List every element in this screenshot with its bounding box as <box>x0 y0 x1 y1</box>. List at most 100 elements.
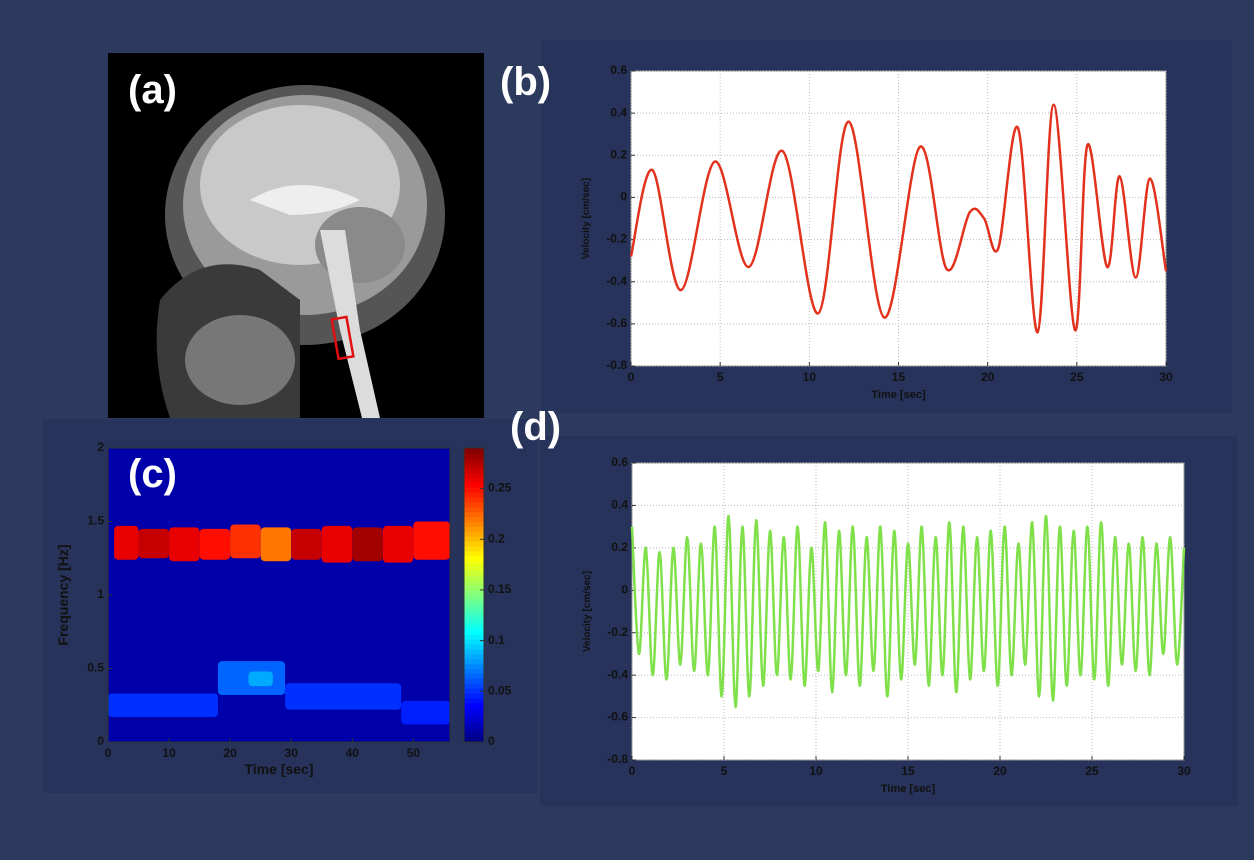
y-tick-label: -0.8 <box>606 358 627 372</box>
x-tick-label: 0 <box>629 764 636 778</box>
heat-cell <box>260 527 292 562</box>
heat-cell <box>401 700 450 725</box>
colorbar-strip <box>464 737 484 743</box>
colorbar-tick-label: 0.2 <box>488 531 505 545</box>
x-tick-label: 5 <box>717 370 724 384</box>
colorbar-strip <box>464 526 484 532</box>
colorbar-strip <box>464 697 484 704</box>
heat-cell <box>230 524 261 559</box>
line <box>629 103 1168 334</box>
colorbar-tick-label: 0.15 <box>488 582 512 596</box>
heat-cell <box>291 528 322 560</box>
x-tick-label: 0 <box>628 370 635 384</box>
x-axis-label: Time [sec] <box>871 389 926 401</box>
colorbar-strip <box>464 663 484 669</box>
y-tick-label: -0.4 <box>607 667 628 681</box>
colorbar-tick-label: 0.05 <box>488 683 512 697</box>
colorbar-strip <box>464 580 484 586</box>
x-tick-label: 30 <box>1159 370 1173 384</box>
y-tick-label: 1.5 <box>87 514 104 528</box>
y-tick-label: -0.8 <box>607 752 628 766</box>
heat-cell <box>114 525 139 560</box>
colorbar-strip <box>464 673 484 679</box>
colorbar-strip <box>464 653 484 660</box>
y-tick-label: 0.6 <box>610 63 627 77</box>
colorbar-strip <box>464 619 484 625</box>
colorbar-strip <box>464 688 484 694</box>
y-tick-label: 0 <box>97 734 104 748</box>
heat-cell <box>413 521 450 560</box>
colorbar-strip <box>464 717 484 723</box>
y-tick-label: -0.2 <box>607 625 628 639</box>
colorbar-strip <box>464 609 484 616</box>
heat-cell <box>199 528 231 560</box>
colorbar-strip <box>464 702 484 709</box>
colorbar-tick-label: 0.1 <box>488 633 505 647</box>
x-tick-label: 30 <box>285 746 299 760</box>
colorbar-strip <box>464 506 484 513</box>
colorbar-strip <box>464 575 484 581</box>
colorbar-strip <box>464 599 484 606</box>
colorbar-strip <box>464 722 484 728</box>
heat-cell <box>248 671 273 687</box>
x-tick-label: 20 <box>981 370 995 384</box>
colorbar-strip <box>464 585 484 591</box>
heat-cell <box>108 693 218 718</box>
colorbar-strip <box>464 678 484 684</box>
colorbar-tick-label: 0 <box>488 734 495 748</box>
y-tick-label: 2 <box>97 440 104 454</box>
colorbar-strip <box>464 634 484 640</box>
colorbar-strip <box>464 462 484 469</box>
colorbar-strip <box>464 595 484 601</box>
y-tick-label: 0.2 <box>611 540 628 554</box>
colorbar-strip <box>464 516 484 522</box>
x-tick-label: 10 <box>803 370 817 384</box>
x-tick-label: 20 <box>993 764 1007 778</box>
panel-label: (a) <box>128 68 177 112</box>
x-axis-label: Time [sec] <box>881 783 936 795</box>
colorbar-strip <box>464 472 484 478</box>
panel-label: (b) <box>500 60 551 104</box>
colorbar-strip <box>464 629 484 635</box>
colorbar-strip <box>464 555 484 562</box>
colorbar-strip <box>464 487 484 493</box>
colorbar-strip <box>464 536 484 542</box>
colorbar-strip <box>464 658 484 665</box>
colorbar-strip <box>464 457 484 464</box>
colorbar-strip <box>464 448 484 454</box>
x-tick-label: 40 <box>346 746 360 760</box>
y-tick-label: 0 <box>620 190 627 204</box>
heat-cell <box>321 525 353 563</box>
x-tick-label: 10 <box>162 746 176 760</box>
colorbar-strip <box>464 531 484 537</box>
colorbar-strip <box>464 639 484 645</box>
colorbar-strip <box>464 482 484 488</box>
y-tick-label: 0 <box>621 582 628 596</box>
panel-label: (d) <box>510 405 561 449</box>
line <box>630 514 1186 709</box>
x-tick-label: 25 <box>1085 764 1099 778</box>
heat-cell <box>285 683 402 710</box>
colorbar-strip <box>464 565 484 571</box>
y-tick-label: 0.6 <box>611 455 628 469</box>
panel-label: (c) <box>128 452 177 496</box>
y-tick-label: 1 <box>97 587 104 601</box>
x-axis-label: Time [sec] <box>245 761 314 777</box>
colorbar-strip <box>464 570 484 576</box>
colorbar-strip <box>464 511 484 518</box>
y-tick-label: -0.6 <box>606 316 627 330</box>
colorbar-strip <box>464 727 484 733</box>
colorbar-strip <box>464 624 484 630</box>
x-tick-label: 0 <box>105 746 112 760</box>
x-tick-label: 50 <box>407 746 421 760</box>
colorbar-strip <box>464 644 484 650</box>
colorbar-strip <box>464 521 484 527</box>
colorbar-strip <box>464 497 484 503</box>
colorbar-strip <box>464 467 484 473</box>
heat-cell <box>169 527 200 562</box>
x-tick-label: 15 <box>892 370 906 384</box>
colorbar-strip <box>464 546 484 552</box>
x-tick-label: 15 <box>901 764 915 778</box>
x-tick-label: 20 <box>223 746 237 760</box>
